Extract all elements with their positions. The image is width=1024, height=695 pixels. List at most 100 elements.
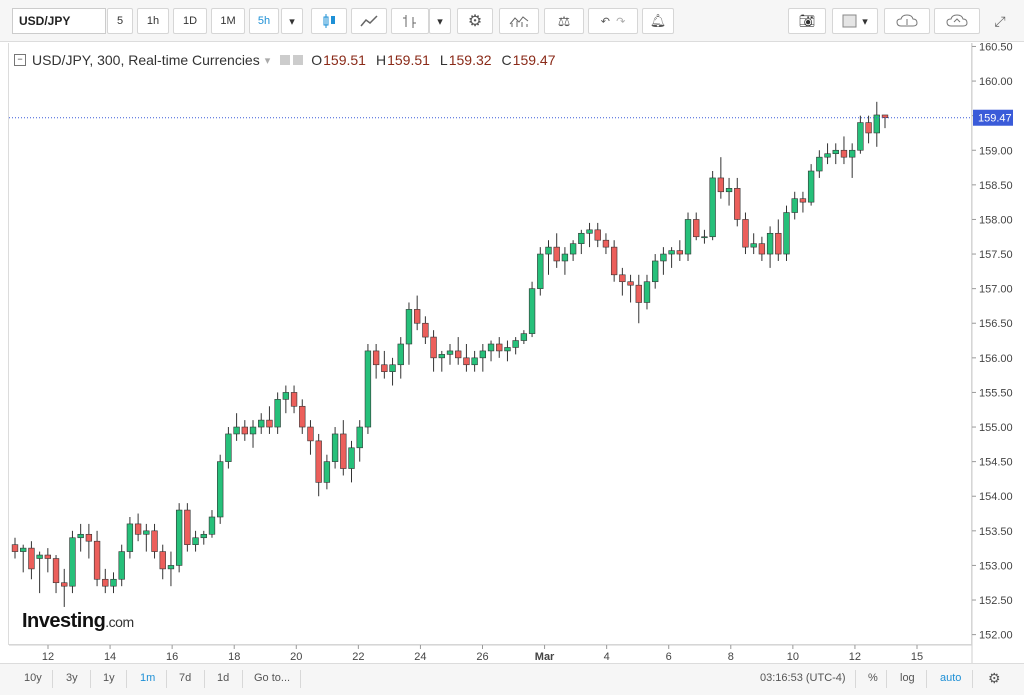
redo-icon: ↷ — [616, 15, 626, 28]
range-10y[interactable]: 10y — [24, 672, 42, 684]
candle-body — [446, 350, 454, 355]
candle-body — [578, 232, 585, 244]
last-price-tag — [973, 109, 1013, 126]
range-1m[interactable]: 1m — [140, 672, 156, 684]
candle-body — [167, 565, 175, 570]
time-tick-label: 4 — [604, 651, 610, 663]
symbol-input[interactable]: USD/JPY — [12, 8, 106, 34]
collapse-icon[interactable]: − — [14, 54, 26, 66]
low-value: 159.32 — [448, 52, 492, 68]
candle-body — [200, 533, 207, 539]
time-tick-label: 24 — [414, 651, 426, 663]
price-tick-label: 160.50 — [979, 41, 1013, 53]
visibility-icon[interactable] — [280, 55, 291, 65]
high-label: H — [375, 52, 387, 68]
layout-button[interactable]: ▾ — [832, 8, 878, 34]
clock-readout[interactable]: 03:16:53 (UTC-4) — [760, 672, 846, 684]
undo-icon: ↶ — [600, 15, 610, 28]
candle-body — [249, 426, 257, 435]
candle-body — [652, 260, 659, 283]
fullscreen-button[interactable]: ⤢ — [986, 8, 1014, 34]
candle-body — [643, 281, 651, 303]
interval-dropdown[interactable]: ▾ — [281, 8, 303, 34]
area-chart-button[interactable] — [351, 8, 387, 34]
price-axis: 160.50160.00159.50159.00158.50158.00157.… — [971, 41, 1024, 663]
candle-body — [192, 537, 199, 545]
settings-small-icon[interactable] — [293, 55, 304, 65]
chevron-down-icon[interactable]: ▾ — [264, 54, 271, 67]
range-1d[interactable]: 1d — [217, 672, 230, 684]
time-tick-label: 12 — [42, 651, 54, 663]
candle-body — [725, 188, 733, 193]
alert-button[interactable]: 🔔︎ — [642, 8, 674, 34]
candle-body — [594, 229, 601, 241]
close-label: C — [501, 52, 512, 68]
indicators-button[interactable] — [499, 8, 539, 34]
candle-body — [463, 357, 470, 366]
interval-1m[interactable]: 1M — [211, 8, 245, 34]
candle-body — [20, 547, 27, 552]
candle-body — [110, 578, 117, 587]
percent-toggle[interactable]: % — [868, 672, 878, 684]
log-toggle[interactable]: log — [900, 672, 915, 684]
cloud-load-button[interactable] — [884, 8, 930, 34]
candle-body — [266, 419, 273, 428]
candle-body — [381, 364, 388, 372]
candle-body — [807, 170, 815, 203]
compare-button[interactable]: ⚖ — [544, 8, 584, 34]
chevron-down-icon: ▾ — [289, 15, 295, 28]
settings-button[interactable]: ⚙ — [457, 8, 493, 34]
auto-toggle[interactable]: auto — [940, 672, 962, 684]
indicators-icon — [509, 16, 529, 27]
chart-type-dropdown[interactable]: ▾ — [429, 8, 451, 34]
candles-chart-button[interactable] — [311, 8, 347, 34]
candle-body — [799, 198, 807, 203]
candle-body — [455, 350, 462, 359]
range-7d[interactable]: 7d — [179, 672, 192, 684]
candle-body — [684, 219, 692, 255]
time-tick-label: Mar — [535, 651, 555, 663]
area-chart-icon — [360, 15, 378, 27]
legend-title[interactable]: USD/JPY, 300, Real-time Currencies — [32, 52, 260, 68]
candle-body — [742, 219, 749, 248]
camera-icon: 📷︎ — [798, 13, 816, 28]
range-1y[interactable]: 1y — [103, 672, 115, 684]
candle-body — [93, 540, 101, 580]
snapshot-button[interactable]: 📷︎ — [788, 8, 826, 34]
square-icon — [842, 14, 857, 28]
interval-5[interactable]: 5 — [107, 8, 133, 34]
time-tick-label: 22 — [352, 651, 364, 663]
candle-body — [315, 440, 322, 483]
candle-body — [816, 156, 823, 172]
candle-body — [602, 239, 610, 248]
time-tick-label: 15 — [911, 651, 923, 663]
top-toolbar: USD/JPY 5 1h 1D 1M 5h ▾ ▾ ⚙ ⚖ ↶ ↷ 🔔︎ 📷︎ … — [0, 0, 1024, 42]
candle-body — [857, 122, 864, 151]
time-tick-label: 16 — [166, 651, 178, 663]
candle-body — [85, 533, 93, 542]
candle-body — [102, 578, 109, 587]
gear-icon[interactable]: ⚙ — [988, 670, 1001, 686]
candle-body — [668, 250, 675, 255]
candle-body — [118, 551, 125, 580]
range-3y[interactable]: 3y — [66, 672, 78, 684]
candle-body — [438, 354, 445, 359]
undo-redo-button[interactable]: ↶ ↷ — [588, 8, 638, 34]
interval-5h[interactable]: 5h — [249, 8, 279, 34]
candle-body — [372, 350, 380, 366]
time-axis: 12 14 16 18 20 22 24 26 Mar 4 6 8 10 12 15 — [9, 644, 972, 663]
interval-1d[interactable]: 1D — [173, 8, 207, 34]
bars-chart-button[interactable] — [391, 8, 429, 34]
candles-icon — [323, 14, 335, 28]
interval-1h[interactable]: 1h — [137, 8, 169, 34]
candle-body — [734, 188, 741, 220]
candle-body — [159, 551, 166, 570]
candle-body — [775, 232, 782, 255]
goto-button[interactable]: Go to... — [254, 672, 291, 684]
candles — [11, 101, 889, 607]
candle-body — [471, 357, 478, 366]
candle-body — [479, 350, 487, 359]
price-tick-label: 153.00 — [979, 560, 1013, 572]
cloud-save-button[interactable] — [934, 8, 980, 34]
